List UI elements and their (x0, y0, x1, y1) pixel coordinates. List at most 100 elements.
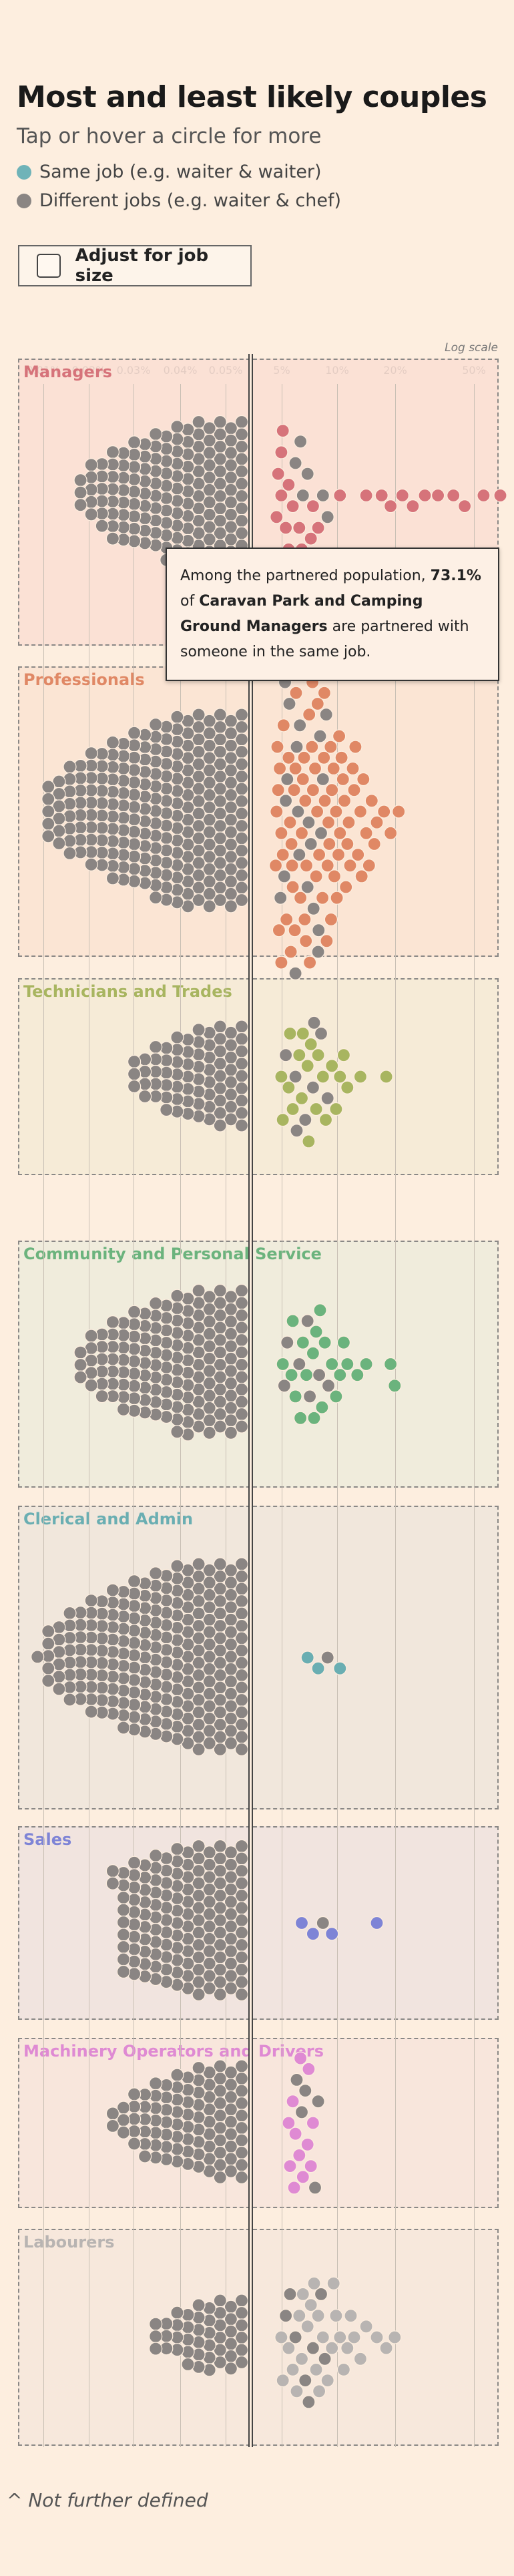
dot-same-job[interactable] (333, 1070, 347, 1084)
dot-same-job[interactable] (292, 1048, 306, 1062)
dot-different-job[interactable] (105, 531, 119, 546)
dot-same-job[interactable] (447, 488, 461, 503)
dot-different-job[interactable] (213, 2170, 227, 2185)
dot-different-job[interactable] (63, 1606, 77, 1621)
dot-different-job[interactable] (105, 871, 119, 885)
dot-different-job[interactable] (116, 1952, 131, 1966)
dot-same-job[interactable] (274, 955, 288, 970)
dot-same-job[interactable] (282, 750, 296, 765)
dot-different-job[interactable] (63, 760, 77, 774)
dot-different-job[interactable] (105, 1583, 119, 1597)
dot-same-job[interactable] (339, 880, 353, 894)
dot-same-job[interactable] (333, 1368, 347, 1382)
dot-same-job[interactable] (271, 467, 285, 481)
dot-different-job[interactable] (292, 1357, 306, 1371)
dot-different-job[interactable] (283, 2287, 297, 2301)
dot-same-job[interactable] (282, 1080, 296, 1094)
dot-different-job[interactable] (31, 1650, 45, 1664)
dot-different-job[interactable] (234, 893, 249, 907)
dot-different-job[interactable] (116, 1402, 131, 1416)
dot-same-job[interactable] (306, 783, 320, 797)
dot-same-job[interactable] (274, 826, 288, 840)
dot-same-job[interactable] (344, 2309, 358, 2323)
dot-same-job[interactable] (388, 1379, 402, 1393)
dot-same-job[interactable] (431, 488, 445, 503)
dot-different-job[interactable] (300, 1314, 314, 1328)
dot-different-job[interactable] (300, 880, 314, 894)
dot-same-job[interactable] (350, 1368, 364, 1382)
dot-different-job[interactable] (149, 1296, 163, 1311)
dot-same-job[interactable] (406, 499, 420, 513)
dot-different-job[interactable] (224, 2164, 238, 2178)
dot-same-job[interactable] (307, 2276, 321, 2290)
dot-same-job[interactable] (306, 1346, 320, 1360)
dot-same-job[interactable] (327, 869, 341, 883)
dot-different-job[interactable] (302, 2395, 316, 2409)
dot-different-job[interactable] (63, 1693, 77, 1707)
dot-same-job[interactable] (305, 740, 319, 754)
dot-same-job[interactable] (272, 923, 286, 937)
dot-same-job[interactable] (273, 761, 287, 776)
dot-same-job[interactable] (300, 1059, 314, 1073)
dot-different-job[interactable] (105, 735, 119, 750)
dot-same-job[interactable] (379, 1070, 393, 1084)
dot-same-job[interactable] (284, 1368, 298, 1382)
dot-same-job[interactable] (325, 783, 339, 797)
dot-same-job[interactable] (347, 2330, 361, 2344)
dot-different-job[interactable] (116, 2125, 131, 2139)
dot-same-job[interactable] (300, 2320, 314, 2334)
dot-same-job[interactable] (348, 740, 362, 754)
dot-same-job[interactable] (279, 521, 293, 535)
dot-same-job[interactable] (383, 499, 398, 513)
dot-same-job[interactable] (325, 1927, 339, 1941)
dot-same-job[interactable] (298, 794, 312, 808)
dot-same-job[interactable] (370, 2330, 384, 2344)
dot-different-job[interactable] (127, 1067, 142, 1081)
dot-different-job[interactable] (127, 1054, 142, 1069)
dot-same-job[interactable] (294, 826, 309, 840)
dot-different-job[interactable] (41, 817, 55, 831)
dot-same-job[interactable] (311, 2309, 325, 2323)
dot-different-job[interactable] (105, 1876, 119, 1890)
dot-same-job[interactable] (294, 1411, 308, 1425)
dot-same-job[interactable] (292, 521, 306, 535)
dot-same-job[interactable] (304, 2159, 318, 2173)
dot-different-job[interactable] (149, 427, 163, 441)
dot-different-job[interactable] (192, 1023, 206, 1037)
dot-same-job[interactable] (367, 837, 381, 851)
dot-different-job[interactable] (213, 1742, 227, 1757)
dot-same-job[interactable] (290, 2384, 304, 2398)
dot-different-job[interactable] (293, 718, 307, 732)
dot-same-job[interactable] (274, 445, 288, 459)
dot-same-job[interactable] (283, 2159, 297, 2173)
dot-same-job[interactable] (383, 826, 398, 840)
dot-same-job[interactable] (333, 2330, 347, 2344)
dot-same-job[interactable] (304, 2298, 318, 2312)
dot-different-job[interactable] (149, 2077, 163, 2091)
dot-different-job[interactable] (73, 485, 87, 499)
dot-different-job[interactable] (127, 726, 142, 740)
dot-different-job[interactable] (294, 435, 308, 449)
dot-different-job[interactable] (290, 1124, 304, 1138)
dot-different-job[interactable] (192, 2061, 206, 2075)
dot-different-job[interactable] (282, 696, 296, 711)
dot-same-job[interactable] (329, 1389, 343, 1404)
dot-different-job[interactable] (224, 2362, 238, 2376)
dot-different-job[interactable] (127, 1305, 142, 1319)
dot-same-job[interactable] (271, 783, 285, 797)
dot-same-job[interactable] (353, 2352, 368, 2366)
dot-different-job[interactable] (274, 891, 288, 905)
dot-same-job[interactable] (359, 488, 373, 503)
dot-different-job[interactable] (288, 966, 302, 980)
dot-same-job[interactable] (340, 1357, 354, 1371)
dot-same-job[interactable] (300, 2137, 314, 2151)
dot-different-job[interactable] (234, 1742, 249, 1757)
dot-same-job[interactable] (379, 2341, 393, 2355)
dot-different-job[interactable] (127, 1574, 142, 1588)
dot-different-job[interactable] (234, 1118, 249, 1132)
dot-same-job[interactable] (302, 1134, 316, 1148)
dot-different-job[interactable] (192, 2298, 206, 2312)
dot-same-job[interactable] (359, 826, 373, 840)
dot-same-job[interactable] (270, 510, 284, 524)
dot-same-job[interactable] (302, 2062, 316, 2076)
